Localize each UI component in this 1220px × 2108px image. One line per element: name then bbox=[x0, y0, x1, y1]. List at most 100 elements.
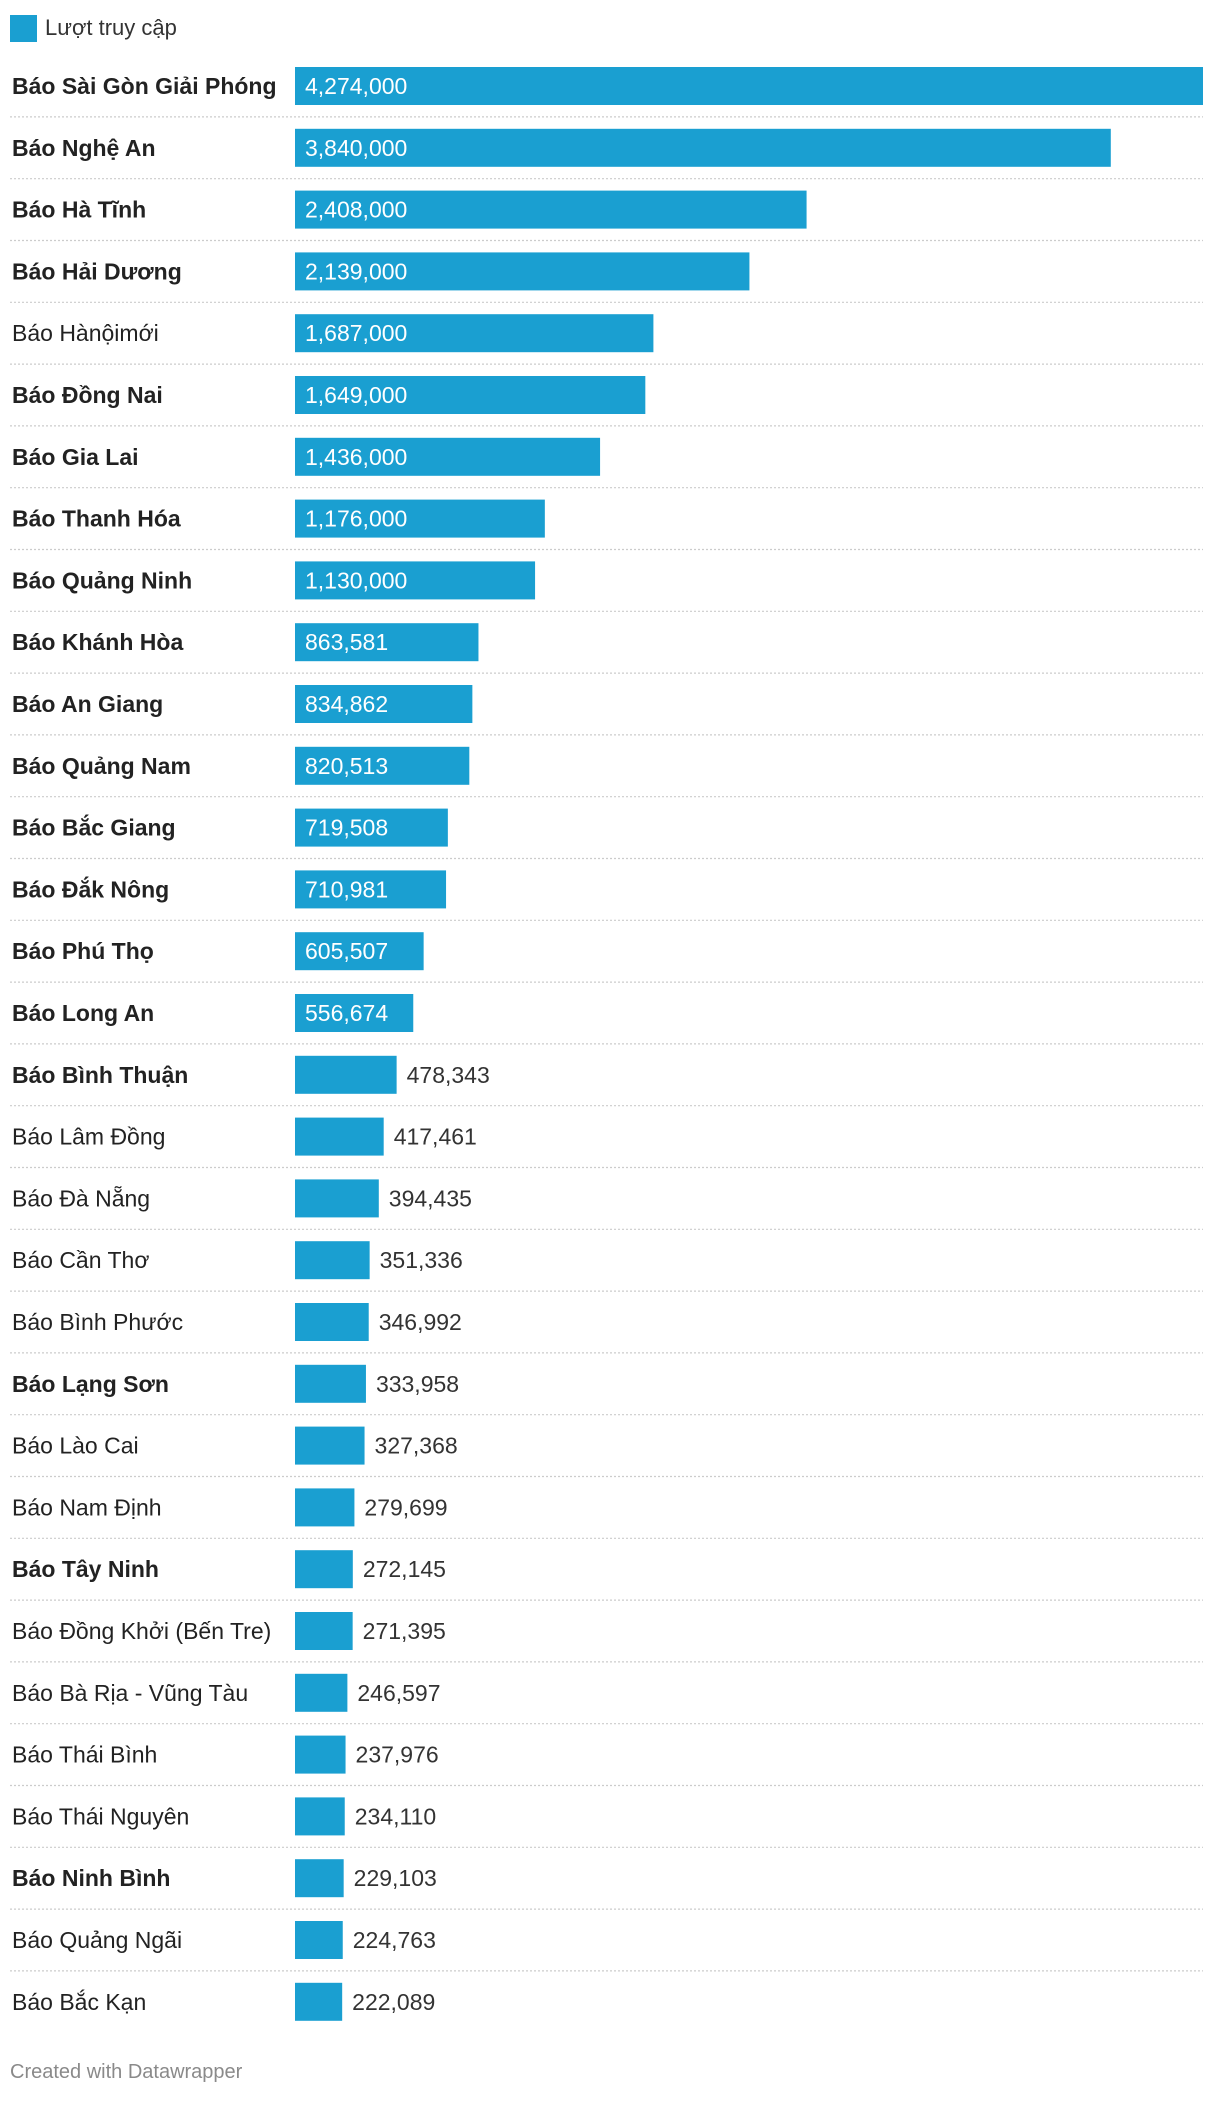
category-label: Báo Bình Thuận bbox=[12, 1062, 188, 1088]
bar bbox=[295, 1179, 379, 1218]
data-label: 2,408,000 bbox=[305, 197, 407, 223]
data-label: 1,176,000 bbox=[305, 506, 407, 532]
data-label: 417,461 bbox=[394, 1124, 477, 1150]
bar bbox=[295, 128, 1111, 167]
category-label: Báo Bắc Kạn bbox=[12, 1989, 146, 2015]
category-label: Báo Bắc Giang bbox=[12, 814, 176, 841]
bar bbox=[295, 1426, 365, 1465]
bar bbox=[295, 314, 654, 353]
category-label: Báo Lạng Sơn bbox=[12, 1371, 169, 1397]
bar bbox=[295, 376, 646, 414]
data-label: 237,976 bbox=[356, 1742, 439, 1768]
data-label: 710,981 bbox=[305, 876, 388, 902]
category-label: Báo Thái Nguyên bbox=[12, 1803, 189, 1829]
category-label: Báo Nam Định bbox=[12, 1494, 162, 1520]
bar bbox=[295, 499, 545, 538]
bar bbox=[295, 561, 536, 600]
category-label: Báo Hànộimới bbox=[12, 320, 159, 346]
bar bbox=[295, 1735, 346, 1774]
bar bbox=[295, 932, 424, 971]
category-label: Báo Thái Bình bbox=[12, 1742, 157, 1768]
category-label: Báo Đà Nẵng bbox=[12, 1184, 150, 1211]
data-label: 246,597 bbox=[357, 1680, 440, 1706]
credit-text: Created with Datawrapper bbox=[10, 2061, 243, 2083]
bar bbox=[295, 1550, 353, 1589]
data-label: 346,992 bbox=[379, 1309, 462, 1335]
category-label: Báo Nghệ An bbox=[12, 135, 156, 161]
category-label: Báo Đắk Nông bbox=[12, 875, 169, 902]
bar bbox=[295, 252, 750, 291]
category-label: Báo Hải Dương bbox=[12, 258, 182, 284]
category-label: Báo Lào Cai bbox=[12, 1433, 139, 1459]
legend-label: Lượt truy cập bbox=[45, 15, 177, 40]
category-label: Báo Gia Lai bbox=[12, 444, 139, 470]
data-label: 333,958 bbox=[376, 1371, 459, 1397]
data-label: 719,508 bbox=[305, 815, 388, 841]
bar bbox=[295, 437, 601, 476]
data-label: 834,862 bbox=[305, 691, 388, 717]
data-label: 1,436,000 bbox=[305, 444, 407, 470]
bar bbox=[295, 67, 1203, 105]
data-label: 229,103 bbox=[354, 1865, 437, 1891]
category-label: Báo Ninh Bình bbox=[12, 1865, 170, 1891]
bar bbox=[295, 1303, 369, 1341]
category-label: Báo Khánh Hòa bbox=[12, 629, 183, 655]
data-label: 556,674 bbox=[305, 1000, 388, 1026]
data-label: 863,581 bbox=[305, 629, 388, 655]
bar bbox=[295, 190, 807, 229]
data-label: 3,840,000 bbox=[305, 135, 407, 161]
data-label: 272,145 bbox=[363, 1556, 446, 1582]
data-label: 224,763 bbox=[353, 1927, 436, 1953]
bar bbox=[295, 1055, 397, 1094]
bar bbox=[295, 746, 470, 785]
bar bbox=[295, 623, 479, 662]
data-label: 351,336 bbox=[380, 1247, 463, 1273]
category-label: Báo Long An bbox=[12, 1000, 154, 1026]
category-label: Báo Thanh Hóa bbox=[12, 506, 181, 532]
bar bbox=[295, 1797, 345, 1836]
data-label: 1,687,000 bbox=[305, 320, 407, 346]
legend-swatch bbox=[10, 14, 37, 42]
data-label: 1,649,000 bbox=[305, 382, 407, 408]
data-label: 327,368 bbox=[375, 1433, 458, 1459]
data-label: 820,513 bbox=[305, 753, 388, 779]
category-label: Báo Bà Rịa - Vũng Tàu bbox=[12, 1680, 248, 1706]
legend: Lượt truy cập bbox=[10, 12, 177, 44]
data-label: 1,130,000 bbox=[305, 567, 407, 593]
data-label: 478,343 bbox=[407, 1062, 490, 1088]
bar bbox=[295, 1982, 343, 2021]
data-label: 394,435 bbox=[389, 1185, 472, 1211]
bar bbox=[295, 1117, 384, 1156]
bar bbox=[295, 1241, 370, 1280]
bar bbox=[295, 1364, 366, 1403]
data-label: 234,110 bbox=[355, 1803, 436, 1829]
category-label: Báo Lâm Đồng bbox=[12, 1124, 165, 1150]
category-label: Báo Đồng Nai bbox=[12, 382, 163, 408]
bar bbox=[295, 1488, 355, 1527]
data-label: 605,507 bbox=[305, 938, 388, 964]
plot-area: Báo Sài Gòn Giải Phóng 4,274,000 Báo Nghệ … bbox=[10, 67, 1203, 2021]
category-label: Báo Hà Tĩnh bbox=[12, 197, 146, 223]
bar bbox=[295, 1859, 344, 1898]
category-label: Báo Quảng Nam bbox=[12, 753, 191, 779]
category-label: Báo Quảng Ngãi bbox=[12, 1927, 182, 1953]
bar bbox=[295, 1673, 348, 1712]
data-label: 279,699 bbox=[364, 1494, 447, 1520]
data-label: 222,089 bbox=[352, 1989, 435, 2015]
category-label: Báo Tây Ninh bbox=[12, 1556, 159, 1582]
category-label: Báo Phú Thọ bbox=[12, 938, 154, 964]
bar bbox=[295, 870, 447, 909]
bar bbox=[295, 685, 473, 723]
bar bbox=[295, 994, 414, 1032]
bar bbox=[295, 1612, 353, 1650]
data-label: 2,139,000 bbox=[305, 258, 407, 284]
data-label: 271,395 bbox=[363, 1618, 446, 1644]
category-label: Báo An Giang bbox=[12, 691, 163, 717]
data-label: 4,274,000 bbox=[305, 73, 407, 99]
category-label: Báo Bình Phước bbox=[12, 1309, 183, 1335]
category-label: Báo Đồng Khởi (Bến Tre) bbox=[12, 1618, 271, 1644]
bar bbox=[295, 808, 448, 847]
category-label: Báo Quảng Ninh bbox=[12, 567, 192, 593]
bar bbox=[295, 1921, 343, 1959]
